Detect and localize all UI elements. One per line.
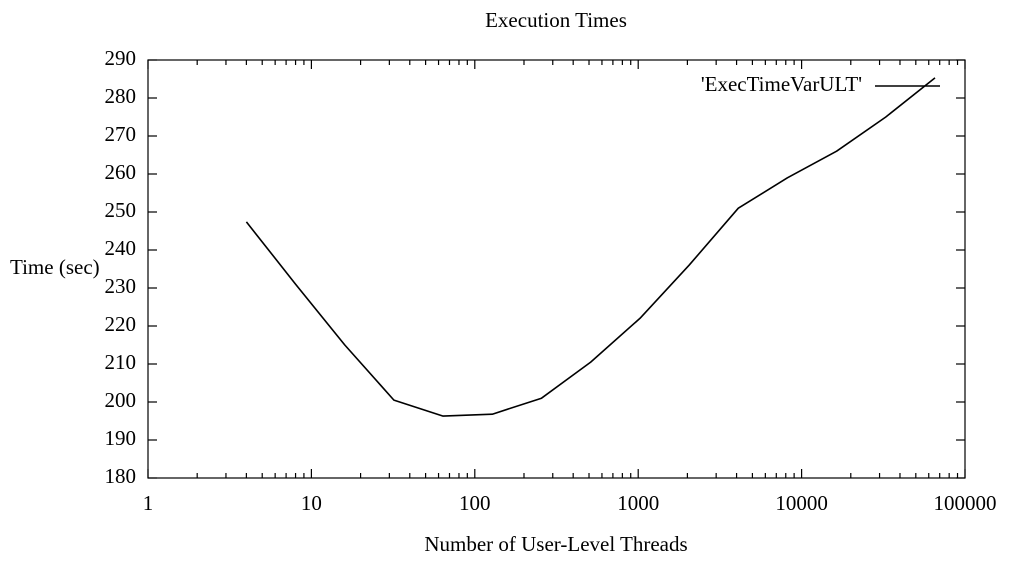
- x-tick-label: 10000: [775, 491, 828, 515]
- series-line: [245, 77, 936, 417]
- x-axis-label: Number of User-Level Threads: [424, 532, 687, 556]
- y-tick-label: 260: [105, 160, 137, 184]
- plot-frame: [147, 59, 966, 479]
- y-tick-label: 250: [105, 198, 137, 222]
- x-tick-label: 100: [459, 491, 491, 515]
- y-tick-label: 240: [105, 236, 137, 260]
- x-tick-label: 1000: [617, 491, 659, 515]
- y-tick-label: 220: [105, 312, 137, 336]
- y-tick-label: 210: [105, 350, 137, 374]
- y-tick-label: 180: [105, 464, 137, 488]
- y-tick-label: 290: [105, 46, 137, 70]
- y-tick-label: 190: [105, 426, 137, 450]
- x-tick-label: 100000: [934, 491, 997, 515]
- y-tick-label: 280: [105, 84, 137, 108]
- legend-label: 'ExecTimeVarULT': [701, 72, 862, 96]
- y-tick-label: 270: [105, 122, 137, 146]
- chart-title: Execution Times: [485, 8, 627, 32]
- y-axis-label: Time (sec): [10, 255, 100, 279]
- x-tick-label: 1: [143, 491, 154, 515]
- y-tick-label: 230: [105, 274, 137, 298]
- y-tick-label: 200: [105, 388, 137, 412]
- x-tick-label: 10: [301, 491, 322, 515]
